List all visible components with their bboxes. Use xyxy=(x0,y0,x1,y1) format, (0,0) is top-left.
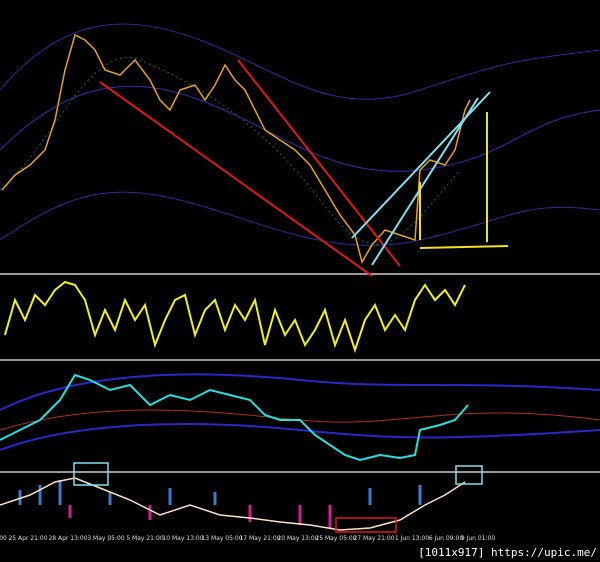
trendlines xyxy=(99,59,509,277)
x-tick-label: 5 May 21:00 xyxy=(126,535,164,542)
highlight-boxes xyxy=(73,462,483,533)
x-axis: 00 25 Apr 21:00 28 Apr 13:00 3 May 05:00 5 M… xyxy=(0,535,495,542)
x-tick-label: 27 May 21:00 xyxy=(353,535,394,542)
histogram xyxy=(18,480,422,528)
x-tick-label: 17 May 21:00 xyxy=(239,535,280,542)
envelopes xyxy=(0,23,600,246)
watermark: [1011x917] https://upic.me/ xyxy=(418,546,597,559)
x-tick-label: 13 May 05:00 xyxy=(201,535,242,542)
signal xyxy=(0,477,466,531)
panel-separators xyxy=(0,273,600,473)
x-tick-label: 25 May 05:00 xyxy=(315,535,356,542)
oscillator xyxy=(4,280,466,354)
x-tick-label: 20 May 13:00 xyxy=(277,535,318,542)
price xyxy=(1,33,471,264)
x-tick-label: 25 Apr 21:00 xyxy=(8,535,47,542)
indicator xyxy=(0,373,469,462)
x-tick-label: 9 Jun 01:00 xyxy=(461,535,495,542)
x-tick-label: 00 xyxy=(0,535,7,542)
x-tick-label: 28 Apr 13:00 xyxy=(48,535,87,542)
watermark-bg xyxy=(437,543,600,562)
x-tick-label: 3 May 05:00 xyxy=(87,535,125,542)
x-tick-label: 10 May 13:00 xyxy=(162,535,203,542)
x-tick-label: 6 Jun 09:00 xyxy=(429,535,463,542)
x-tick-label: 1 Jun 13:00 xyxy=(395,535,429,542)
